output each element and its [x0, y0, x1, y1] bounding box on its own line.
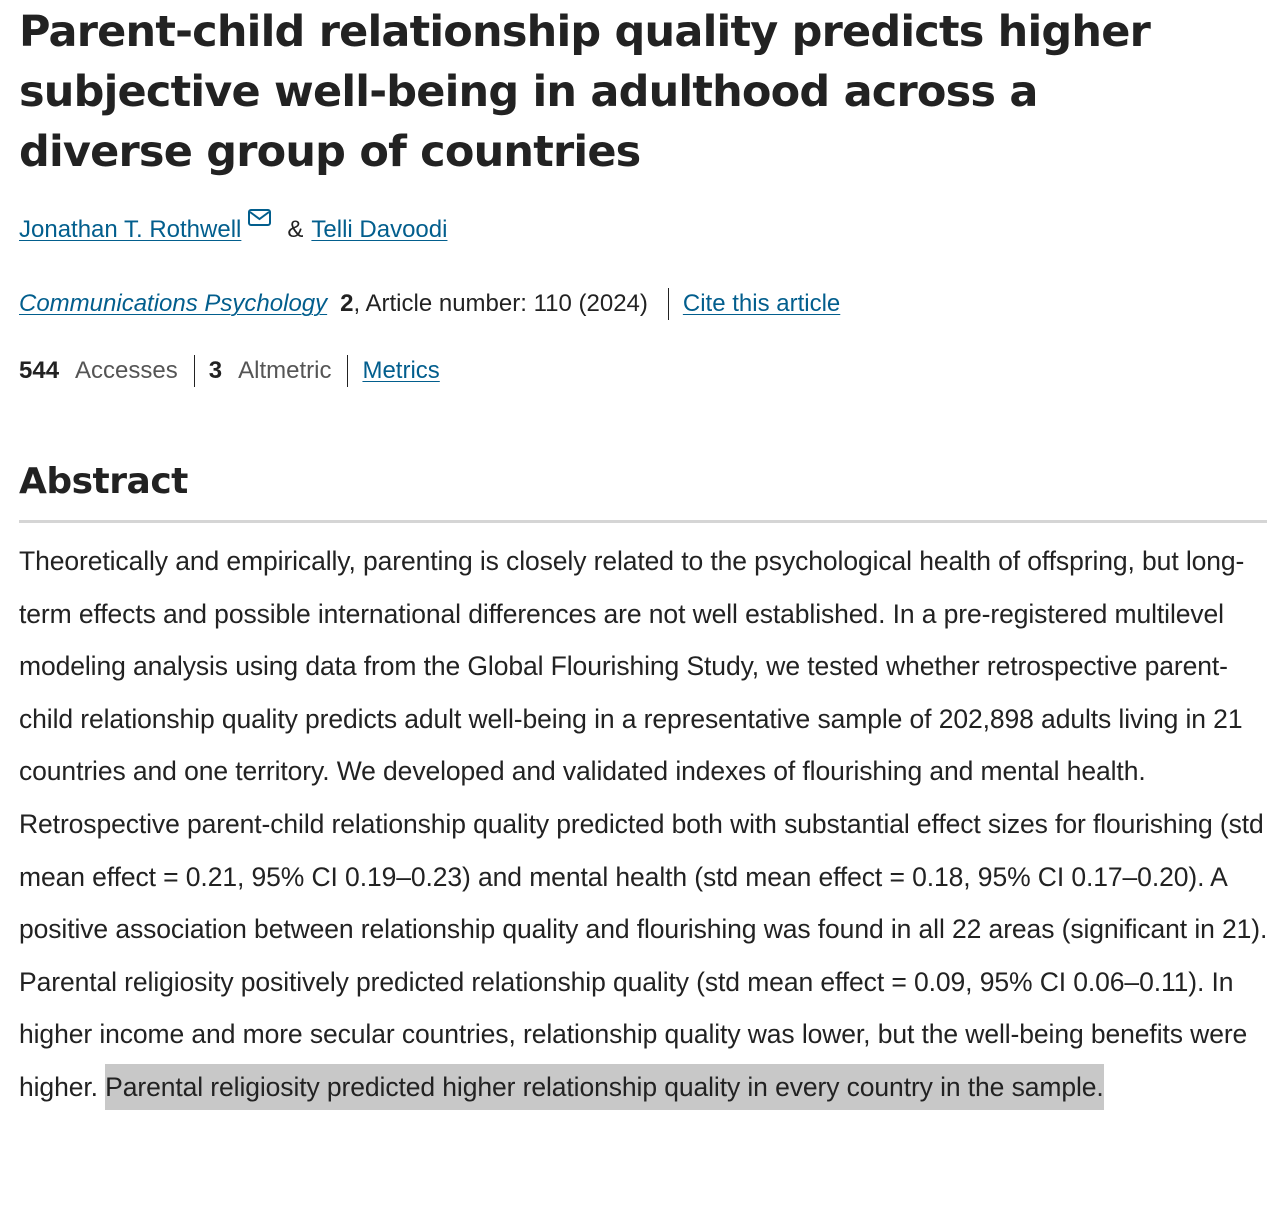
journal-name: Communications Psychology	[19, 290, 328, 317]
abstract-body-text: Theoretically and empirically, parenting…	[19, 546, 1268, 1102]
metrics-bar: 544 Accesses 3 Altmetric Metrics	[19, 355, 1269, 387]
cite-this-article-link[interactable]: Cite this article	[682, 290, 841, 317]
accesses-count: 544	[19, 357, 60, 384]
mail-icon[interactable]	[247, 206, 273, 228]
altmetric-label: Altmetric	[238, 357, 332, 384]
section-divider	[19, 520, 1267, 523]
highlighted-sentence: Parental religiosity predicted higher re…	[105, 1063, 1104, 1110]
author-separator: &	[287, 216, 304, 243]
article-number: , Article number: 110 (2024)	[353, 290, 648, 317]
metrics-link[interactable]: Metrics	[362, 357, 440, 384]
article-page: Parent-child relationship quality predic…	[19, 0, 1269, 1140]
abstract-text: Theoretically and empirically, parenting…	[19, 535, 1271, 1114]
journal-link[interactable]: Communications Psychology	[19, 288, 327, 320]
altmetric-count: 3	[208, 357, 223, 384]
accesses-label: Accesses	[75, 357, 178, 384]
citation-line: Communications Psychology 2 , Article nu…	[19, 288, 1269, 320]
volume-number: 2	[340, 290, 354, 317]
author-list: Jonathan T. Rothwell & Telli Davoodi	[19, 209, 1269, 246]
article-title: Parent-child relationship quality predic…	[19, 7, 1151, 177]
abstract-heading: Abstract	[19, 461, 188, 502]
metrics-divider	[193, 355, 195, 387]
author-link-rothwell[interactable]: Jonathan T. Rothwell	[19, 216, 242, 243]
author-link-davoodi[interactable]: Telli Davoodi	[311, 216, 448, 243]
citation-divider	[667, 288, 669, 320]
metrics-divider	[347, 355, 349, 387]
